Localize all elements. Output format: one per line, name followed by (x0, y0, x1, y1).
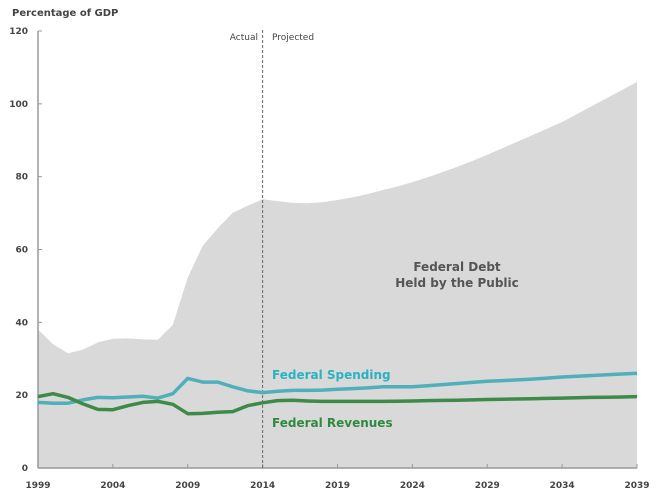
x-tick-label: 2009 (175, 481, 200, 491)
y-tick-label: 40 (15, 318, 28, 328)
spending-label: Federal Spending (272, 368, 391, 382)
divider-label-actual: Actual (230, 33, 258, 43)
x-tick-label: 2014 (250, 481, 275, 491)
x-tick-label: 2019 (325, 481, 350, 491)
y-axis-label: Percentage of GDP (12, 8, 118, 19)
revenues-label: Federal Revenues (272, 416, 393, 430)
x-tick-label: 2004 (100, 481, 125, 491)
y-tick-label: 120 (9, 27, 28, 37)
y-tick-label: 0 (22, 464, 28, 474)
y-tick-label: 80 (15, 173, 28, 183)
x-tick-label: 2029 (475, 481, 500, 491)
divider-label-projected: Projected (272, 33, 314, 43)
y-tick-label: 100 (9, 100, 28, 110)
x-tick-label: 1999 (25, 481, 50, 491)
debt-label-line1: Federal Debt (413, 260, 501, 274)
debt-area (38, 82, 637, 468)
revenues-line (37, 391, 638, 416)
x-tick-label: 2039 (624, 481, 649, 491)
x-tick-label: 2024 (400, 481, 425, 491)
debt-label-line2: Held by the Public (395, 276, 519, 290)
y-tick-label: 60 (15, 246, 28, 256)
x-tick-label: 2034 (550, 481, 575, 491)
y-tick-label: 20 (15, 391, 28, 401)
spending-line (37, 371, 638, 405)
